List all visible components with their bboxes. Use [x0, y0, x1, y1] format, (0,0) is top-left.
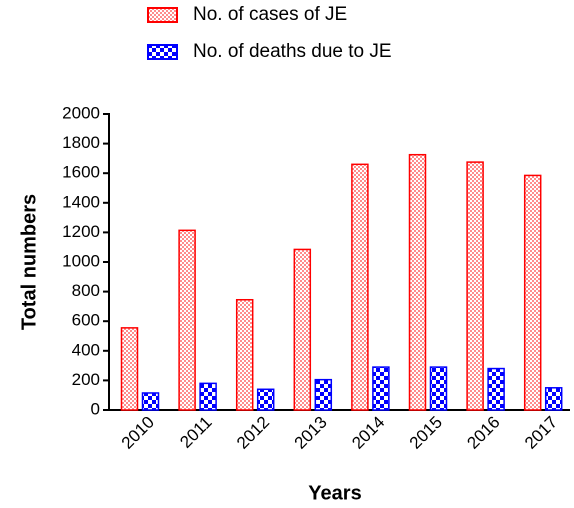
x-tick-label: 2011 [176, 413, 215, 452]
y-tick-label: 800 [72, 281, 100, 300]
x-tick-label: 2014 [348, 413, 388, 453]
bar [523, 174, 542, 411]
bar [351, 163, 369, 411]
y-tick-label: 1200 [62, 222, 100, 241]
bar [256, 388, 275, 411]
y-tick-label: 1800 [62, 133, 100, 152]
bar [199, 382, 217, 411]
x-tick-label: 2012 [233, 413, 273, 453]
y-tick-label: 0 [91, 399, 100, 418]
x-tick-label: 2017 [521, 413, 561, 453]
y-tick-label: 600 [72, 311, 100, 330]
y-tick-label: 1400 [62, 192, 100, 211]
bar [293, 248, 312, 411]
legend-label: No. of cases of JE [193, 4, 347, 25]
y-axis-label: Total numbers [18, 194, 40, 330]
y-tick-label: 1000 [62, 251, 100, 270]
bar [314, 378, 333, 411]
x-tick-label: 2010 [118, 413, 158, 453]
bar [141, 392, 160, 411]
y-tick-label: 2000 [62, 103, 100, 122]
bar [544, 387, 563, 411]
y-tick-label: 200 [72, 370, 100, 389]
bar [408, 153, 427, 411]
bar [178, 229, 196, 411]
bar [120, 327, 139, 411]
x-tick-label: 2013 [291, 413, 331, 453]
x-tick-label: 2016 [463, 413, 503, 453]
bar [429, 366, 448, 411]
legend-swatch [147, 7, 178, 23]
legend-swatch [147, 44, 178, 60]
x-axis-label: Years [308, 482, 361, 504]
y-tick-label: 1600 [62, 163, 100, 182]
bar [466, 161, 484, 411]
bar [487, 367, 505, 411]
bar [372, 366, 390, 411]
bar [235, 298, 254, 411]
x-tick-label: 2015 [406, 413, 446, 453]
y-tick-label: 400 [72, 340, 100, 359]
legend-label: No. of deaths due to JE [193, 41, 392, 62]
